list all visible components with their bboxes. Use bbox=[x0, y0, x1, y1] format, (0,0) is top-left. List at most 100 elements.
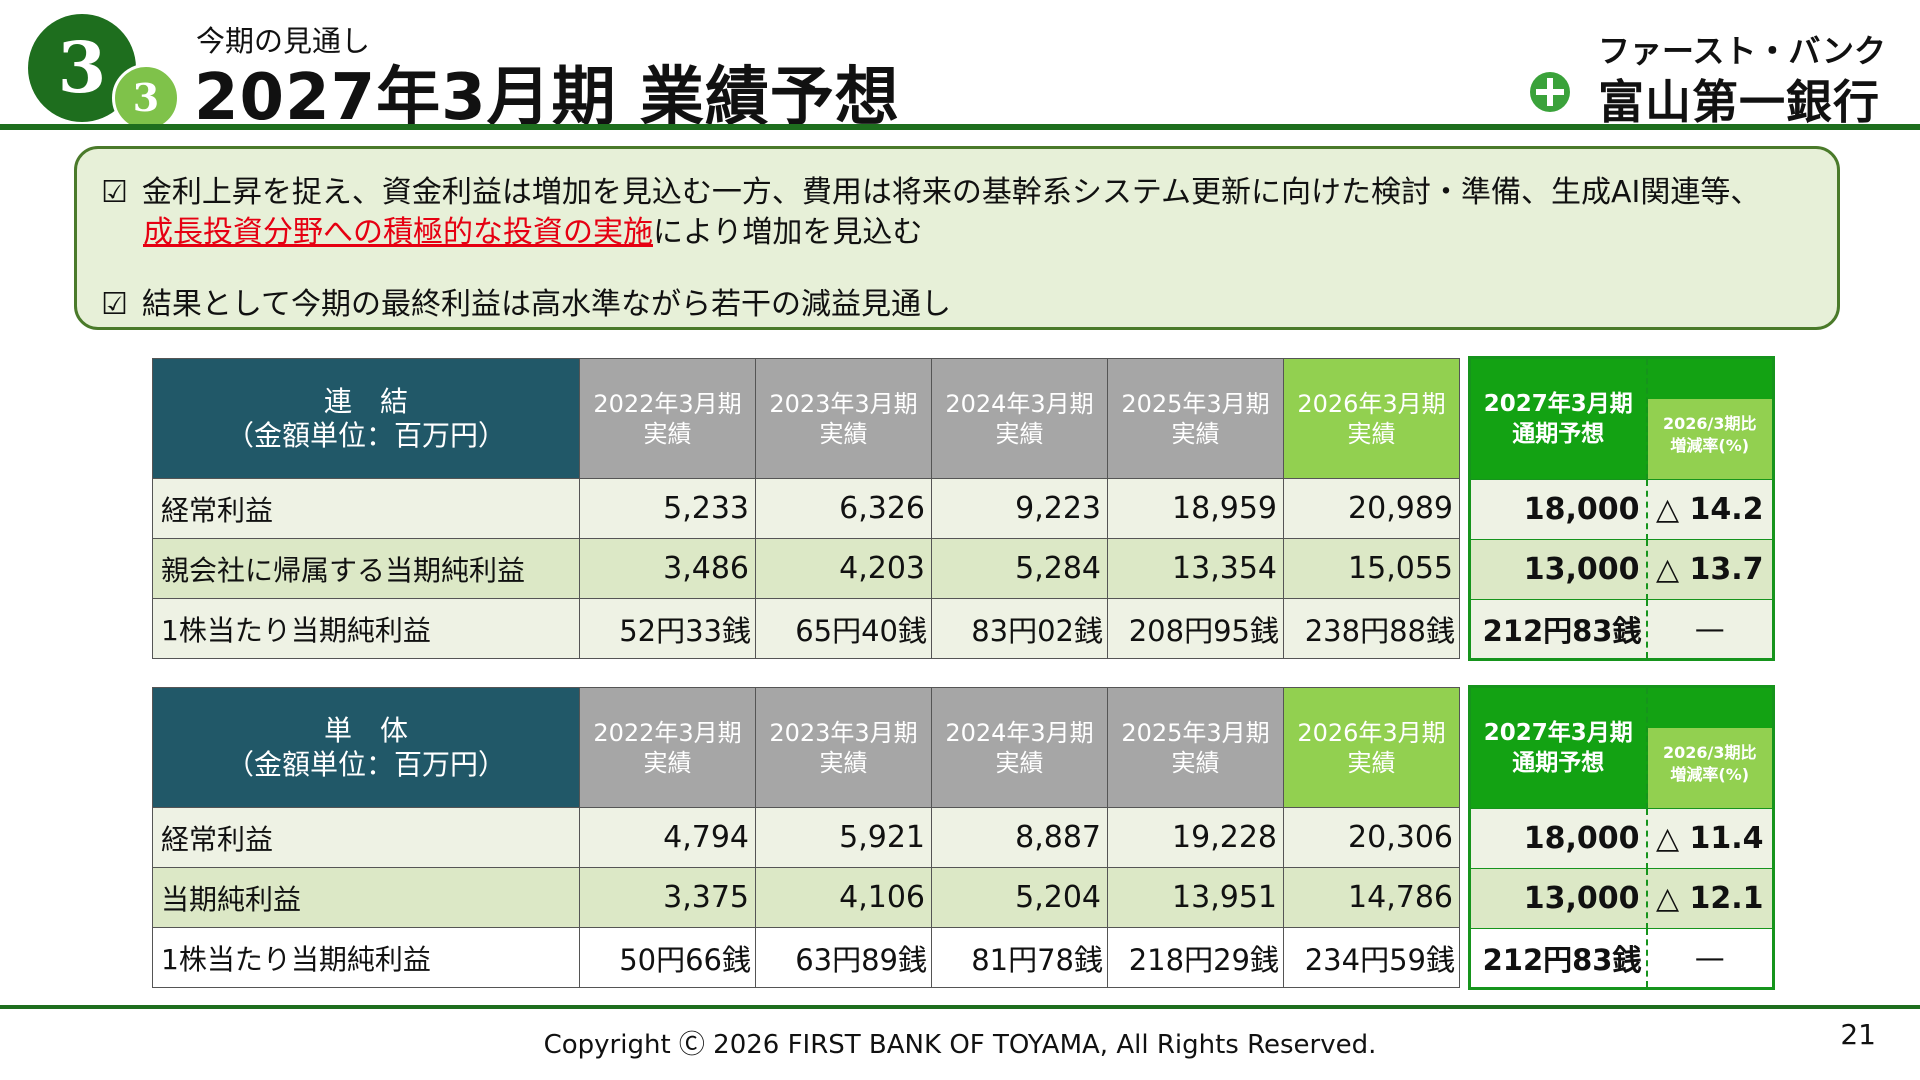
table-cell: 13,951 bbox=[1107, 867, 1284, 928]
column-header: 2026年3月期 実績 bbox=[1283, 358, 1460, 479]
column-header: 2022年3月期 実績 bbox=[579, 687, 756, 808]
column-header: 2024年3月期 実績 bbox=[931, 687, 1108, 808]
forecast-row: 13,000 △ 12.1 bbox=[1469, 868, 1774, 929]
forecast-row: 18,000 △ 14.2 bbox=[1469, 479, 1774, 540]
table-unit: （金額単位：百万円） bbox=[225, 418, 506, 452]
checkbox-icon: ☑ bbox=[101, 287, 128, 322]
checkbox-icon: ☑ bbox=[101, 175, 128, 210]
table-row: 経常利益 5,233 6,326 9,223 18,959 20,989 bbox=[152, 478, 1460, 539]
table-cell: 5,233 bbox=[579, 478, 756, 539]
forecast-header: 2027年3月期 通期予想 bbox=[1469, 686, 1647, 809]
forecast-row: 212円83銭 — bbox=[1469, 928, 1774, 989]
page-number: 21 bbox=[1840, 1018, 1876, 1051]
subsection-number-badge: 3 bbox=[112, 64, 180, 132]
table-cell: 3,486 bbox=[579, 538, 756, 599]
row-label: 親会社に帰属する当期純利益 bbox=[152, 538, 580, 599]
table-cell: 9,223 bbox=[931, 478, 1108, 539]
consolidated-results-table: 連 結 （金額単位：百万円） 2022年3月期 実績 2023年3月期 実績 202… bbox=[152, 358, 1460, 659]
column-header: 2025年3月期 実績 bbox=[1107, 687, 1284, 808]
forecast-cell: 13,000 bbox=[1469, 868, 1647, 929]
table-title: 連 結 bbox=[323, 384, 408, 418]
table-cell: 13,354 bbox=[1107, 538, 1284, 599]
table-cell: 5,921 bbox=[755, 807, 932, 868]
forecast-row: 18,000 △ 11.4 bbox=[1469, 808, 1774, 869]
table-cell: 4,203 bbox=[755, 538, 932, 599]
column-header: 2025年3月期 実績 bbox=[1107, 358, 1284, 479]
forecast-row: 212円83銭 — bbox=[1469, 599, 1774, 660]
table-row: 経常利益 4,794 5,921 8,887 19,228 20,306 bbox=[152, 807, 1460, 868]
table-row: 当期純利益 3,375 4,106 5,204 13,951 14,786 bbox=[152, 867, 1460, 928]
column-header: 2026年3月期 実績 bbox=[1283, 687, 1460, 808]
consolidated-forecast-table: 2027年3月期 通期予想 2026/3期比 増減率(%) 18,000 △ 14.… bbox=[1468, 356, 1775, 661]
column-header: 2024年3月期 実績 bbox=[931, 358, 1108, 479]
nonconsolidated-forecast-table: 2027年3月期 通期予想 2026/3期比 増減率(%) 18,000 △ 11.… bbox=[1468, 685, 1775, 990]
table-header-label: 連 結 （金額単位：百万円） bbox=[152, 358, 580, 479]
rate-header: 2026/3期比 増減率(%) bbox=[1647, 728, 1772, 808]
header-divider bbox=[0, 124, 1920, 130]
forecast-cell: 18,000 bbox=[1469, 479, 1647, 540]
table-cell: 52円33銭 bbox=[579, 598, 756, 659]
nonconsolidated-results-table: 単 体 （金額単位：百万円） 2022年3月期 実績 2023年3月期 実績 202… bbox=[152, 687, 1460, 988]
page-subtitle: 今期の見通し bbox=[196, 24, 371, 58]
note-text: により増加を見込む bbox=[653, 215, 923, 250]
row-label: 1株当たり当期純利益 bbox=[152, 927, 580, 988]
forecast-cell: 212円83銭 bbox=[1469, 599, 1647, 660]
rate-header-cell: 2026/3期比 増減率(%) bbox=[1645, 357, 1774, 480]
forecast-cell: 18,000 bbox=[1469, 808, 1647, 869]
table-unit: （金額単位：百万円） bbox=[225, 747, 506, 781]
rate-cell: △ 13.7 bbox=[1645, 539, 1774, 600]
table-row: 親会社に帰属する当期純利益 3,486 4,203 5,284 13,354 1… bbox=[152, 538, 1460, 599]
table-cell: 8,887 bbox=[931, 807, 1108, 868]
forecast-header: 2027年3月期 通期予想 bbox=[1469, 357, 1647, 480]
table-cell: 5,204 bbox=[931, 867, 1108, 928]
rate-cell: — bbox=[1645, 599, 1774, 660]
rate-cell: — bbox=[1645, 928, 1774, 989]
note-text: 結果として今期の最終利益は高水準ながら若干の減益見通し bbox=[141, 287, 952, 322]
row-label: 1株当たり当期純利益 bbox=[152, 598, 580, 659]
table-cell: 3,375 bbox=[579, 867, 756, 928]
table-cell: 5,284 bbox=[931, 538, 1108, 599]
table-cell: 19,228 bbox=[1107, 807, 1284, 868]
table-header-label: 単 体 （金額単位：百万円） bbox=[152, 687, 580, 808]
table-cell: 20,306 bbox=[1283, 807, 1460, 868]
table-cell: 50円66銭 bbox=[579, 927, 756, 988]
column-header: 2023年3月期 実績 bbox=[755, 687, 932, 808]
table-cell: 234円59銭 bbox=[1283, 927, 1460, 988]
table-cell: 81円78銭 bbox=[931, 927, 1108, 988]
table-cell: 208円95銭 bbox=[1107, 598, 1284, 659]
rate-cell: △ 14.2 bbox=[1645, 479, 1774, 540]
bank-logo-icon bbox=[1530, 72, 1570, 112]
forecast-row: 13,000 △ 13.7 bbox=[1469, 539, 1774, 600]
table-cell: 4,794 bbox=[579, 807, 756, 868]
forecast-cell: 13,000 bbox=[1469, 539, 1647, 600]
table-title: 単 体 bbox=[323, 713, 408, 747]
table-cell: 14,786 bbox=[1283, 867, 1460, 928]
rate-cell: △ 12.1 bbox=[1645, 868, 1774, 929]
row-label: 経常利益 bbox=[152, 478, 580, 539]
rate-header-cell: 2026/3期比 増減率(%) bbox=[1645, 686, 1774, 809]
rate-header: 2026/3期比 増減率(%) bbox=[1647, 399, 1772, 479]
column-header: 2023年3月期 実績 bbox=[755, 358, 932, 479]
summary-notes-box: ☑ 金利上昇を捉え、資金利益は増加を見込む一方、費用は将来の基幹系システム更新に向… bbox=[74, 146, 1840, 330]
table-row: 1株当たり当期純利益 50円66銭 63円89銭 81円78銭 218円29銭 … bbox=[152, 927, 1460, 988]
row-label: 当期純利益 bbox=[152, 867, 580, 928]
rate-cell: △ 11.4 bbox=[1645, 808, 1774, 869]
note-item: ☑ 金利上昇を捉え、資金利益は増加を見込む一方、費用は将来の基幹系システム更新に向… bbox=[101, 167, 1760, 211]
footer-divider bbox=[0, 1005, 1920, 1009]
page-title: 2027年3月期 業績予想 bbox=[194, 61, 900, 135]
table-cell: 218円29銭 bbox=[1107, 927, 1284, 988]
logo-bank-name: 富山第一銀行 bbox=[1598, 75, 1880, 129]
table-cell: 63円89銭 bbox=[755, 927, 932, 988]
note-text: 金利上昇を捉え、資金利益は増加を見込む一方、費用は将来の基幹系システム更新に向け… bbox=[141, 175, 1761, 210]
table-cell: 15,055 bbox=[1283, 538, 1460, 599]
note-item: ☑ 結果として今期の最終利益は高水準ながら若干の減益見通し bbox=[101, 279, 951, 323]
note-item-continued: 成長投資分野への積極的な投資の実施により増加を見込む bbox=[143, 207, 922, 251]
table-cell: 20,989 bbox=[1283, 478, 1460, 539]
logo-kana-text: ファースト・バンク bbox=[1598, 32, 1887, 70]
table-cell: 6,326 bbox=[755, 478, 932, 539]
row-label: 経常利益 bbox=[152, 807, 580, 868]
table-cell: 238円88銭 bbox=[1283, 598, 1460, 659]
table-cell: 18,959 bbox=[1107, 478, 1284, 539]
table-row: 1株当たり当期純利益 52円33銭 65円40銭 83円02銭 208円95銭 … bbox=[152, 598, 1460, 659]
table-cell: 83円02銭 bbox=[931, 598, 1108, 659]
